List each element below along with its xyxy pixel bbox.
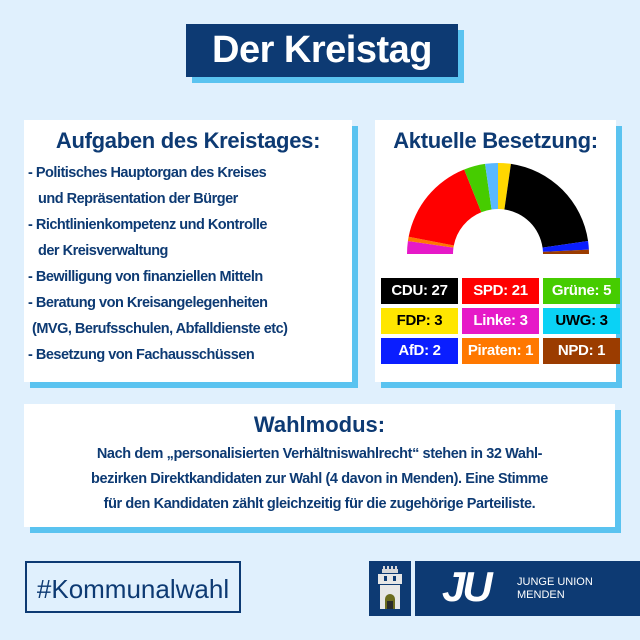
tasks-card: Aufgaben des Kreistages: - Politisches H…: [24, 120, 352, 382]
list-item: - Besetzung von Fachausschüssen: [28, 347, 255, 363]
tasks-list: - Politisches Hauptorgan des Kreises und …: [24, 160, 352, 368]
chart-segment-npd: [542, 249, 589, 254]
mode-card: Wahlmodus: Nach dem „personalisierten Ve…: [24, 404, 615, 527]
chart-segment-grüne: [464, 163, 492, 213]
party-legend-item: AfD: 2: [381, 338, 458, 364]
seats-heading: Aktuelle Besetzung:: [393, 128, 598, 153]
tasks-heading: Aufgaben des Kreistages:: [55, 128, 321, 153]
hashtag-label: #Kommunalwahl: [25, 561, 241, 613]
party-legend-item: NPD: 1: [543, 338, 620, 364]
ju-logo-mark: JU: [442, 563, 493, 610]
party-legend-item: Piraten: 1: [462, 338, 539, 364]
tower-icon: [378, 566, 402, 609]
chart-segment-uwg: [485, 163, 498, 210]
party-legend-item: UWG: 3: [543, 308, 620, 334]
chart-segment-linke: [407, 241, 454, 254]
ju-logo-text: JUNGE UNION MENDEN: [517, 576, 593, 601]
party-legend-item: Grüne: 5: [543, 278, 620, 304]
chart-segment-spd: [408, 169, 482, 246]
party-legend-item: SPD: 21: [462, 278, 539, 304]
party-legend: CDU: 27 SPD: 21 Grüne: 5 FDP: 3 Linke: 3 UWG:…: [381, 278, 620, 364]
seats-card: Aktuelle Besetzung: CDU: 27 SPD: 21 Grüne:…: [375, 120, 620, 382]
party-legend-item: CDU: 27: [381, 278, 458, 304]
chart-segment-piraten: [407, 236, 454, 248]
party-legend-item: Linke: 3: [462, 308, 539, 334]
title-banner: Der Kreistag: [186, 24, 464, 83]
list-item: - Politisches Hauptorgan des Kreises und …: [28, 165, 267, 207]
list-item: - Beratung von Kreisangelegenheiten (MVG,…: [28, 295, 288, 337]
chart-segment-fdp: [498, 163, 511, 210]
list-item: - Richtlinienkompetenz und Kontrolle der …: [28, 217, 267, 259]
party-legend-item: FDP: 3: [381, 308, 458, 334]
list-item: - Bewilligung von finanziellen Mitteln: [28, 269, 263, 285]
mode-heading: Wahlmodus:: [253, 412, 386, 437]
mode-text: Nach dem „personalisierten Verhältniswah…: [91, 446, 548, 512]
town-crest-logo: [369, 561, 411, 616]
chart-segment-cdu: [504, 163, 589, 248]
seat-distribution-chart: [407, 163, 589, 254]
chart-segment-afd: [542, 241, 589, 252]
page-title: Der Kreistag: [186, 24, 458, 77]
junge-union-logo: JU JUNGE UNION MENDEN: [415, 561, 640, 616]
